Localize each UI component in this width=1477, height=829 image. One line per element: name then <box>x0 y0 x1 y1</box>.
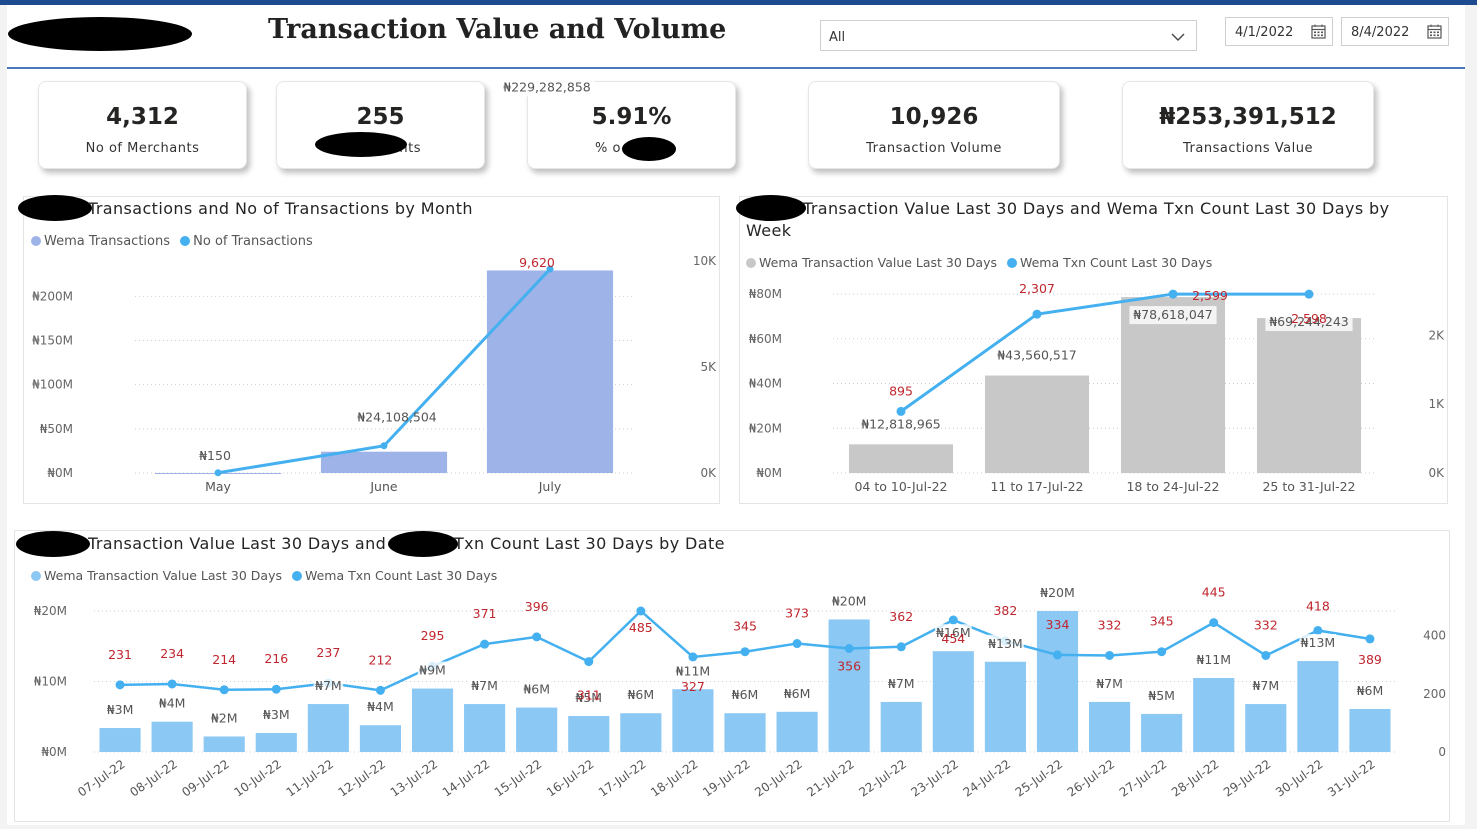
redacted-text <box>18 195 92 221</box>
legend-item[interactable]: Wema Transaction Value Last 30 Days <box>44 568 282 583</box>
chart-panel-week[interactable] <box>739 196 1448 504</box>
kpi-card-transactions-value[interactable]: ₦253,391,512 Transactions Value <box>1122 81 1374 169</box>
kpi-label: % o <box>595 141 621 156</box>
calendar-icon[interactable] <box>1311 24 1326 39</box>
legend-dot <box>746 258 756 268</box>
end-date-input[interactable]: 8/4/2022 <box>1341 17 1449 46</box>
kpi-value: 10,926 <box>889 104 979 130</box>
chart-title: Transactions and No of Transactions by M… <box>88 199 473 218</box>
legend-item[interactable]: Wema Txn Count Last 30 Days <box>1019 255 1213 270</box>
filter-dropdown-value: All <box>829 30 846 45</box>
kpi-label: No of Merchants <box>85 141 200 156</box>
header-divider <box>7 67 1465 69</box>
chevron-down-icon[interactable] <box>1170 29 1186 45</box>
redacted-text <box>736 195 806 221</box>
redacted-text <box>315 132 407 157</box>
legend-item[interactable]: Wema Txn Count Last 30 Days <box>304 568 498 583</box>
kpi-card-percent[interactable]: 5.91% % o <box>527 81 736 169</box>
legend-dot <box>1006 258 1017 268</box>
chart-title-part-1: Transaction Value Last 30 Days and <box>88 534 387 553</box>
legend-item[interactable]: Wema Transaction Value Last 30 Days <box>759 255 997 270</box>
kpi-card-transaction-volume[interactable]: 10,926 Transaction Volume <box>808 81 1060 169</box>
legend-item[interactable]: No of Transactions <box>193 234 313 249</box>
legend-item[interactable]: Wema Transactions <box>44 234 170 249</box>
end-date-value: 8/4/2022 <box>1351 25 1410 40</box>
start-date-value: 4/1/2022 <box>1235 25 1294 40</box>
redacted-text <box>388 531 458 557</box>
kpi-card-active-merchants[interactable]: 255 rchants <box>276 81 485 169</box>
legend-dot <box>291 571 302 581</box>
chart-legend: Wema Transaction Value Last 30 Days Wema… <box>31 568 497 583</box>
kpi-label: Transactions Value <box>1183 141 1313 156</box>
redacted-text <box>622 137 676 161</box>
kpi-value: ₦253,391,512 <box>1159 104 1337 130</box>
kpi-value: 5.91% <box>591 104 672 130</box>
kpi-label: Transaction Volume <box>866 141 1002 156</box>
kpi-card-merchants[interactable]: 4,312 No of Merchants <box>38 81 247 169</box>
chart-legend: Wema Transactions No of Transactions <box>31 234 313 249</box>
top-accent-bar <box>0 0 1477 5</box>
chart-legend: Wema Transaction Value Last 30 Days Wema… <box>746 255 1212 270</box>
kpi-value: 4,312 <box>106 104 179 130</box>
legend-dot <box>31 236 41 246</box>
redacted-logo <box>8 17 192 51</box>
chart-title-line-1: Transaction Value Last 30 Days and Wema … <box>803 199 1390 218</box>
start-date-input[interactable]: 4/1/2022 <box>1225 17 1333 46</box>
redacted-text <box>16 531 90 557</box>
calendar-icon[interactable] <box>1427 24 1442 39</box>
page-title: Transaction Value and Volume <box>268 14 727 45</box>
kpi-value: 255 <box>356 104 405 130</box>
legend-dot <box>180 236 191 246</box>
chart-title-part-2: Txn Count Last 30 Days by Date <box>454 534 725 553</box>
chart-title-line-2: Week <box>746 221 792 240</box>
filter-dropdown[interactable]: All <box>820 20 1197 51</box>
legend-dot <box>31 571 41 581</box>
